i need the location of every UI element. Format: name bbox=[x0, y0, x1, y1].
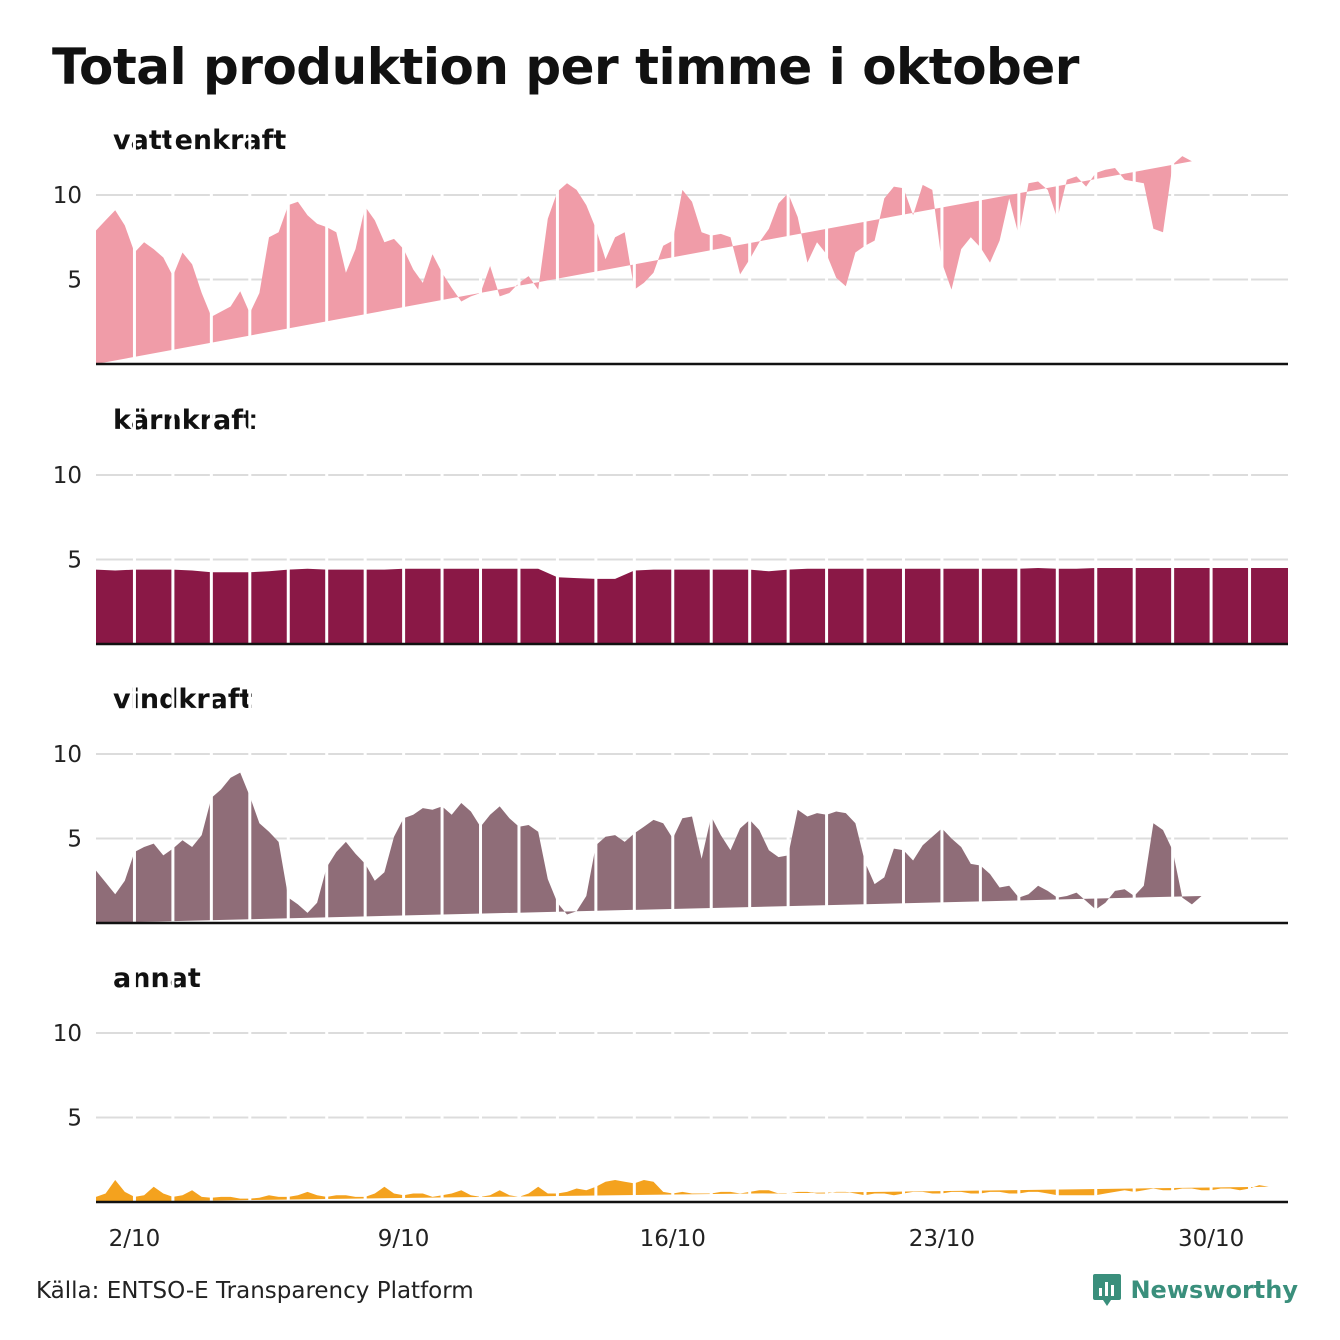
chart-title: Total produktion per timme i oktober bbox=[52, 38, 1079, 96]
area-series-kärnkraft bbox=[96, 568, 1288, 644]
x-tick-label-2/10: 2/10 bbox=[109, 1226, 161, 1252]
x-tick-label-23/10: 23/10 bbox=[909, 1226, 975, 1252]
y-tick-label-3-5: 5 bbox=[67, 1106, 82, 1132]
y-tick-label-2-10: 10 bbox=[53, 742, 82, 768]
x-tick-label-30/10: 30/10 bbox=[1178, 1226, 1244, 1252]
y-tick-label-3-10: 10 bbox=[53, 1021, 82, 1047]
panel-title-3: annat bbox=[113, 963, 201, 994]
newsworthy-logo-icon bbox=[1093, 1274, 1122, 1306]
y-tick-label-2-5: 5 bbox=[67, 827, 82, 853]
x-tick-label-16/10: 16/10 bbox=[640, 1226, 706, 1252]
panel-title-0: vattenkraft bbox=[113, 125, 286, 156]
newsworthy-logo-text: Newsworthy bbox=[1130, 1276, 1298, 1304]
panel-title-1: kärnkraft bbox=[113, 405, 256, 436]
area-series-vindkraft bbox=[96, 772, 1202, 923]
newsworthy-logo: Newsworthy bbox=[1092, 1272, 1298, 1308]
y-tick-label-0-5: 5 bbox=[67, 268, 82, 294]
y-tick-label-1-10: 10 bbox=[53, 463, 82, 489]
area-series-vattenkraft bbox=[96, 156, 1192, 364]
area-series-annat bbox=[96, 1180, 1269, 1202]
y-tick-label-0-10: 10 bbox=[53, 183, 82, 209]
source-note: Källa: ENTSO-E Transparency Platform bbox=[36, 1278, 474, 1304]
x-tick-label-9/10: 9/10 bbox=[378, 1226, 430, 1252]
y-tick-label-1-5: 5 bbox=[67, 548, 82, 574]
panel-title-2: vindkraft bbox=[113, 684, 253, 715]
